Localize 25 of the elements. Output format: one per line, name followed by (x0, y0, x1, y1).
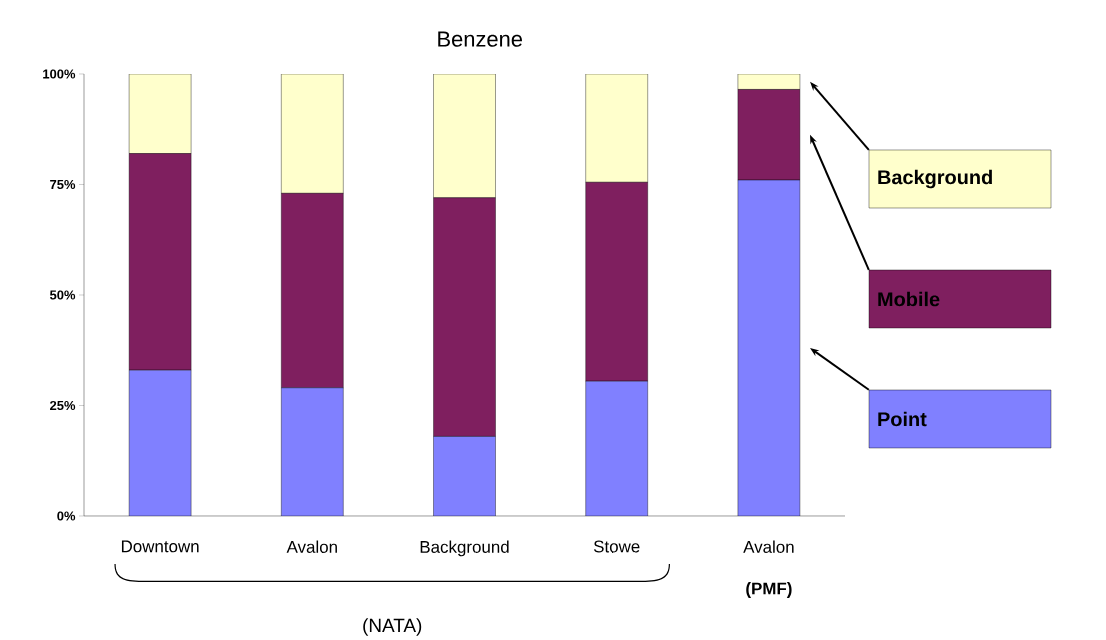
bar (433, 73, 496, 198)
text: Point (878, 411, 927, 427)
bar (585, 381, 648, 516)
y-tick-label: 75% (50, 179, 76, 190)
y-tick-label: 100% (43, 69, 76, 79)
text: Background (878, 169, 992, 189)
chart-title: Benzene (438, 31, 523, 47)
text: (PMF) (746, 582, 792, 598)
bar (281, 73, 344, 194)
x-tick-label: Avalon (743, 540, 794, 553)
bar (433, 436, 496, 516)
x-tick-label: Downtown (121, 540, 199, 553)
x-tick-label: Avalon (286, 540, 337, 553)
y-tick-label: 25% (50, 400, 76, 411)
bar (737, 179, 801, 516)
bar (129, 370, 192, 516)
bar (585, 73, 648, 183)
text: Mobile (878, 291, 940, 307)
text: (NATA) (363, 618, 422, 636)
bar (128, 73, 192, 154)
x-tick-label: Background (420, 540, 509, 557)
y-tick-label: 0% (57, 511, 76, 521)
bar (281, 387, 344, 516)
y-tick-label: 50% (49, 290, 76, 300)
x-tick-label: Stowe (593, 540, 640, 553)
